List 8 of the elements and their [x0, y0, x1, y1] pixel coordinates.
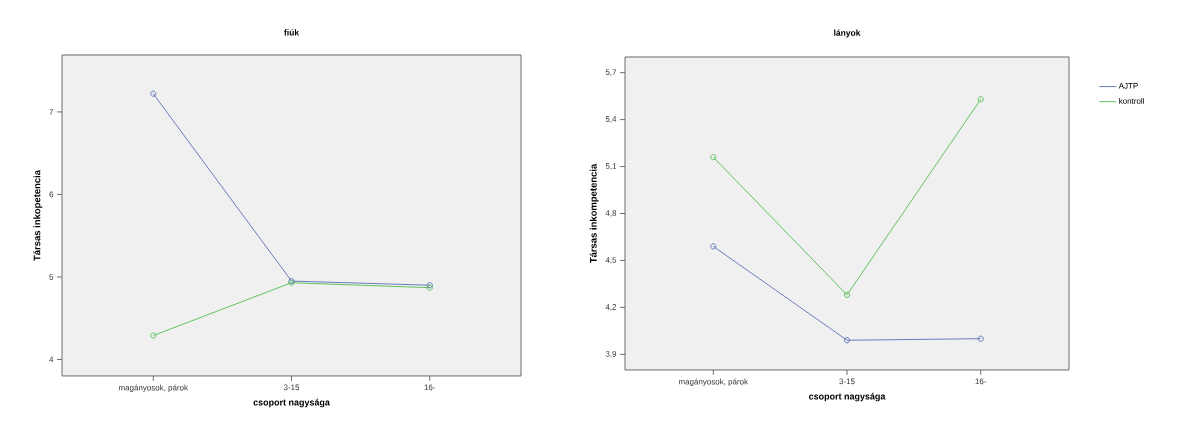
x-axis-title: csoport nagysága [253, 398, 330, 408]
point [843, 337, 851, 344]
x-axis-title: csoport nagysága [808, 392, 886, 402]
chart-title: lányok [834, 29, 861, 38]
point [843, 291, 851, 298]
y-axis-title: Társas inkompetencia [589, 163, 599, 264]
y-axis-title: Társas inkopetencia [33, 169, 43, 261]
chart-title: fiúk [284, 29, 300, 36]
